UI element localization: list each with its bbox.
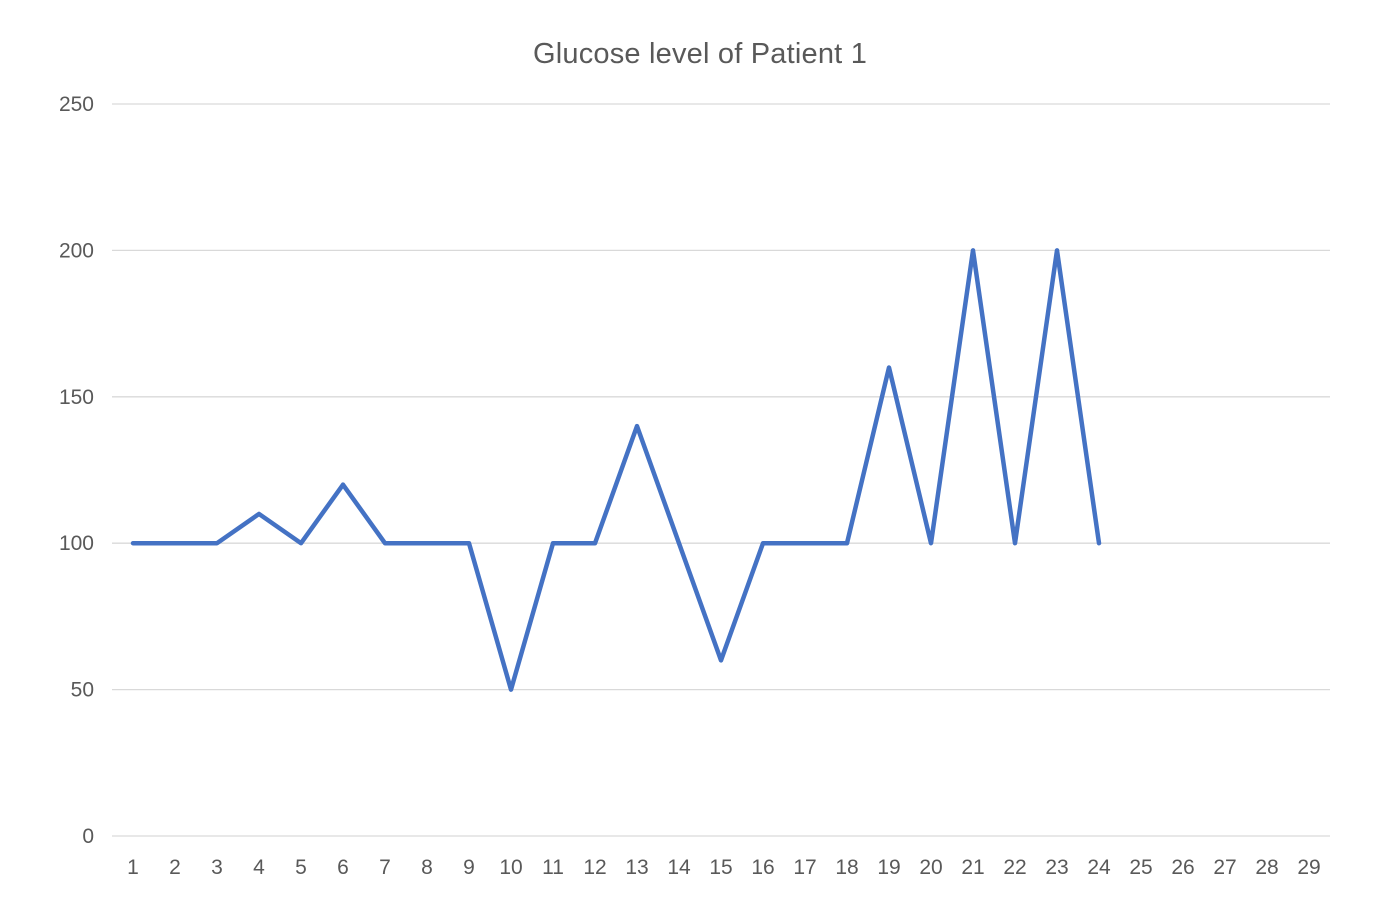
x-tick-label: 2: [169, 856, 181, 879]
x-tick-label: 20: [919, 856, 942, 879]
y-tick-label: 50: [71, 679, 94, 702]
x-tick-label: 29: [1297, 856, 1320, 879]
y-tick-label: 250: [59, 93, 94, 116]
x-tick-label: 24: [1087, 856, 1111, 879]
x-tick-label: 21: [961, 856, 984, 879]
x-tick-label: 5: [295, 856, 307, 879]
x-tick-label: 7: [379, 856, 391, 879]
x-tick-label: 19: [877, 856, 900, 879]
glucose-series-line: [130, 248, 1102, 692]
x-tick-label: 12: [583, 856, 606, 879]
x-tick-label: 16: [751, 856, 774, 879]
x-tick-label: 8: [421, 856, 433, 879]
y-tick-label: 150: [59, 386, 94, 409]
x-tick-label: 9: [463, 856, 475, 879]
x-tick-label: 26: [1171, 856, 1194, 879]
x-tick-label: 23: [1045, 856, 1068, 879]
x-tick-label: 1: [127, 856, 139, 879]
x-tick-label: 4: [253, 856, 265, 879]
x-tick-label: 28: [1255, 856, 1278, 879]
x-tick-label: 18: [835, 856, 858, 879]
x-tick-label: 17: [793, 856, 816, 879]
x-tick-label: 25: [1129, 856, 1152, 879]
x-tick-label: 22: [1003, 856, 1026, 879]
x-tick-label: 10: [499, 856, 522, 879]
chart-title: Glucose level of Patient 1: [532, 38, 868, 70]
y-tick-label: 100: [59, 532, 94, 555]
y-tick-label: 200: [59, 239, 94, 262]
x-tick-label: 15: [709, 856, 732, 879]
x-tick-label: 14: [667, 856, 691, 879]
x-tick-label: 27: [1213, 856, 1236, 879]
x-tick-label: 6: [337, 856, 349, 879]
x-tick-label: 3: [211, 856, 223, 879]
x-tick-label: 13: [625, 856, 648, 879]
x-tick-label: 11: [542, 856, 564, 879]
y-tick-label: 0: [82, 825, 94, 848]
